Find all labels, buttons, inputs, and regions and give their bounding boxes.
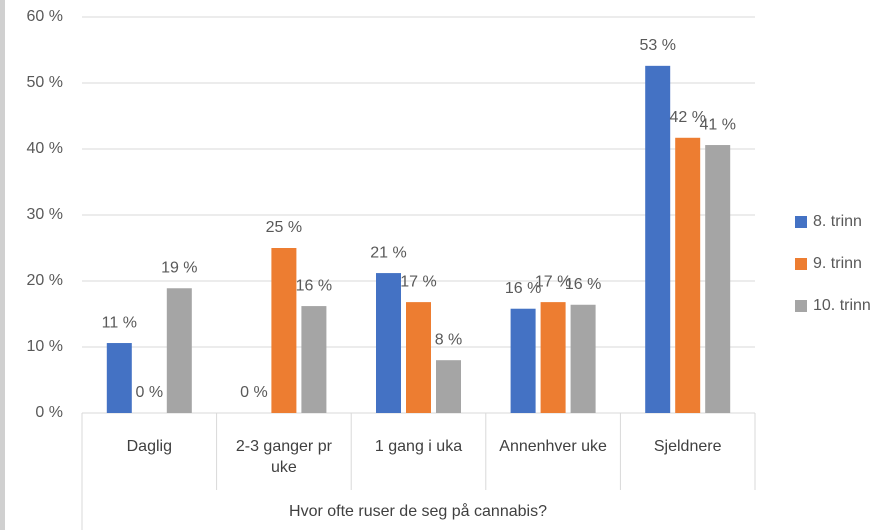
legend-label: 8. trinn xyxy=(813,213,862,230)
value-label: 0 % xyxy=(136,384,164,401)
value-label: 11 % xyxy=(102,314,137,331)
legend-label: 10. trinn xyxy=(813,297,871,314)
value-label: 16 % xyxy=(296,277,332,294)
value-label: 53 % xyxy=(639,37,675,54)
bar xyxy=(271,248,297,413)
y-tick-label: 10 % xyxy=(27,338,63,355)
bar xyxy=(301,306,327,413)
x-tick-label: Daglig xyxy=(126,438,172,455)
y-tick-label: 50 % xyxy=(27,74,63,91)
x-tick-label: 1 gang i uka xyxy=(374,438,463,455)
value-label: 17 % xyxy=(535,273,571,290)
legend-swatch xyxy=(795,300,807,312)
y-tick-label: 60 % xyxy=(27,8,63,25)
bar xyxy=(705,145,731,414)
value-label: 17 % xyxy=(400,273,436,290)
x-axis-title: Hvor ofte ruser de seg på cannabis? xyxy=(289,502,547,520)
x-tick-label: Annenhver uke xyxy=(499,438,607,455)
value-label: 16 % xyxy=(565,276,601,293)
y-tick-label: 20 % xyxy=(27,272,63,289)
value-label: 16 % xyxy=(505,280,541,297)
x-tick-label: Sjeldnere xyxy=(653,438,722,455)
bar xyxy=(645,65,671,413)
value-label: 8 % xyxy=(435,331,463,348)
legend-swatch xyxy=(795,216,807,228)
value-label: 0 % xyxy=(240,384,268,401)
bar xyxy=(166,288,192,413)
bar xyxy=(436,360,461,413)
bar xyxy=(106,343,132,413)
bar xyxy=(540,302,566,413)
value-label: 21 % xyxy=(370,244,406,261)
y-tick-label: 0 % xyxy=(35,404,63,421)
legend-swatch xyxy=(795,258,807,270)
bar xyxy=(570,304,596,413)
x-tick-label: 2-3 ganger pr uke xyxy=(235,438,332,476)
left-border xyxy=(0,0,5,530)
value-label: 41 % xyxy=(699,116,735,133)
value-label: 25 % xyxy=(266,219,302,236)
value-label: 19 % xyxy=(161,259,197,276)
bar xyxy=(406,302,431,413)
value-label: 42 % xyxy=(669,109,705,126)
y-tick-label: 30 % xyxy=(27,206,63,223)
y-tick-label: 40 % xyxy=(27,140,63,157)
bar xyxy=(376,273,401,413)
legend-label: 9. trinn xyxy=(813,255,862,272)
bar xyxy=(675,137,701,413)
bar xyxy=(510,308,536,413)
